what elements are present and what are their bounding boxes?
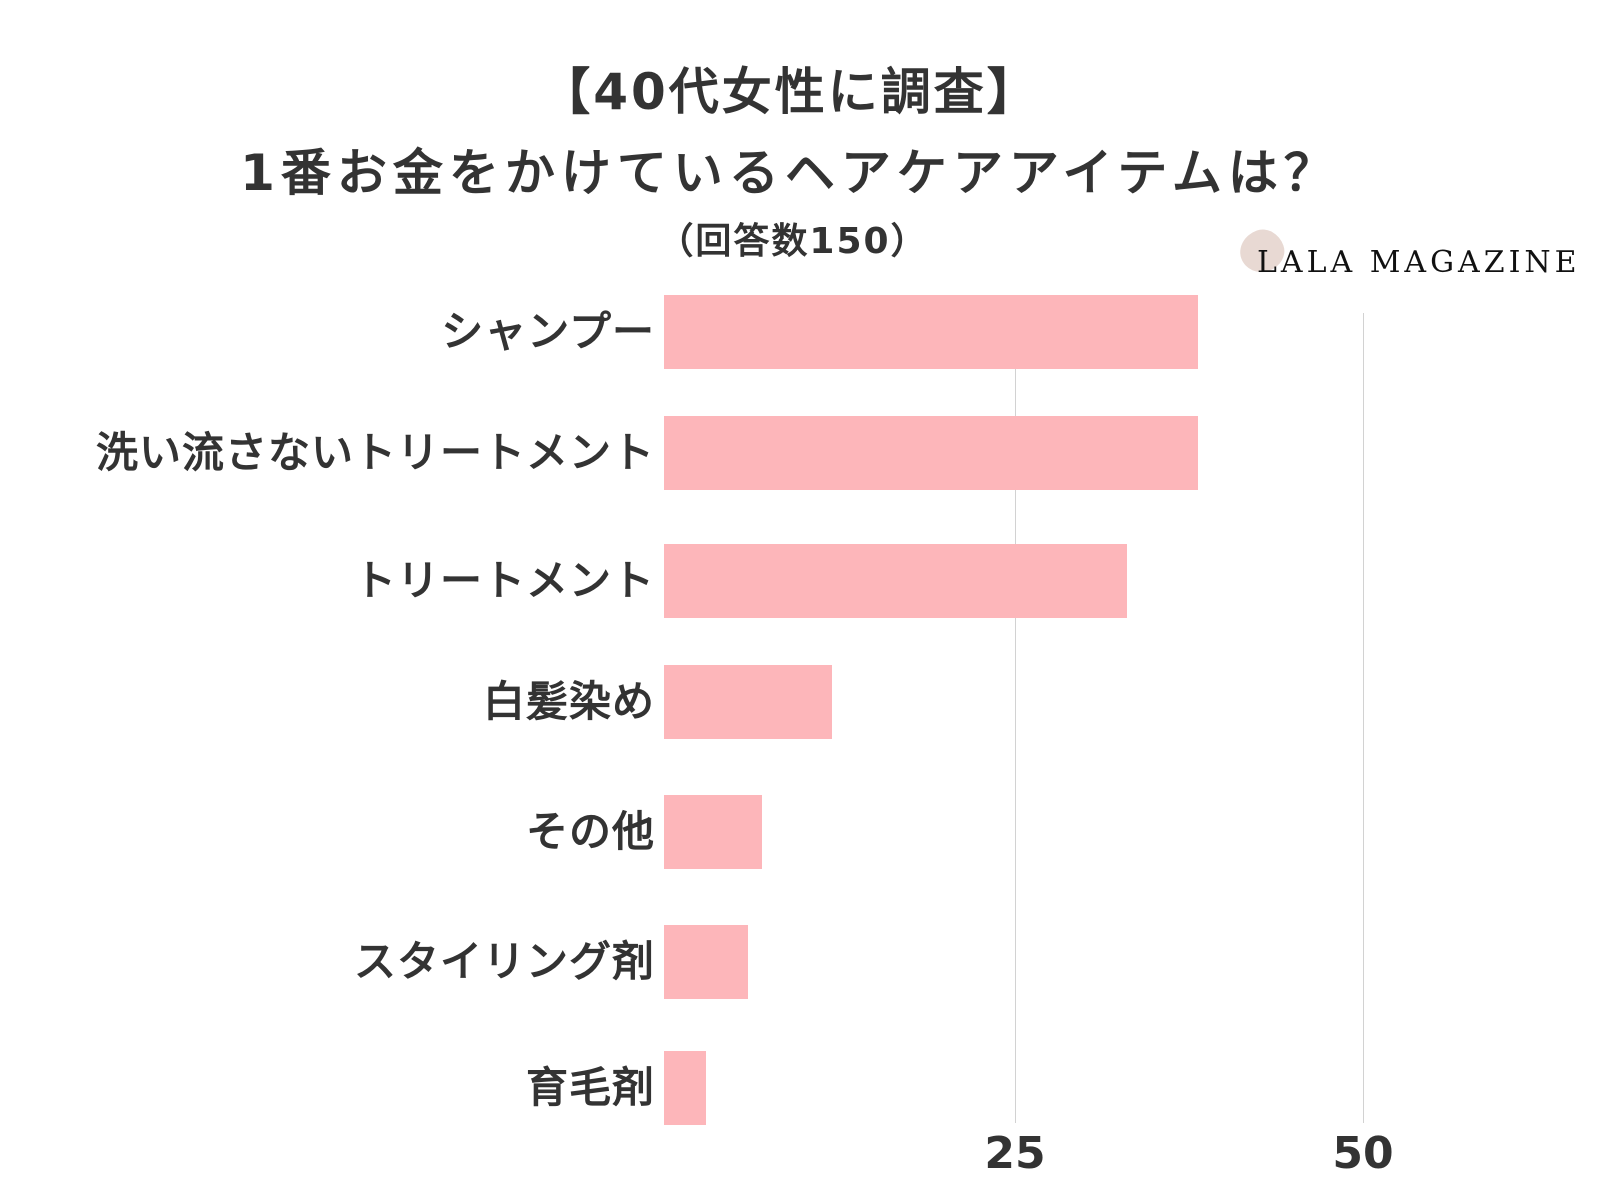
category-label: シャンプー xyxy=(441,307,655,356)
bar xyxy=(664,795,763,869)
chart-title-line1: 【40代女性に調査】 xyxy=(540,63,1040,121)
bar xyxy=(664,1051,707,1125)
x-tick-label: 50 xyxy=(1332,1128,1394,1179)
logo-text: LALA MAGAZINE xyxy=(1257,245,1581,280)
bar xyxy=(664,544,1128,618)
bar xyxy=(664,295,1198,369)
bar-row: 白髪染め xyxy=(0,665,1600,739)
category-label: その他 xyxy=(525,807,655,856)
category-label: 白髪染め xyxy=(482,677,655,726)
category-label: トリートメント xyxy=(353,556,655,605)
category-label: 洗い流さないトリートメント xyxy=(95,428,655,477)
x-tick-label: 25 xyxy=(984,1128,1046,1179)
bar-row: シャンプー xyxy=(0,295,1600,369)
bar xyxy=(664,416,1198,490)
bar xyxy=(664,665,833,739)
bar-row: トリートメント xyxy=(0,544,1600,618)
gridline-50 xyxy=(1363,313,1364,1123)
gridline-25 xyxy=(1015,313,1016,1123)
bar-row: 洗い流さないトリートメント xyxy=(0,416,1600,490)
category-label: スタイリング剤 xyxy=(353,937,655,986)
category-label: 育毛剤 xyxy=(525,1063,655,1112)
bar xyxy=(664,925,749,999)
bar-row: その他 xyxy=(0,795,1600,869)
chart-subtitle: （回答数150） xyxy=(657,221,929,262)
brand-logo: LALA MAGAZINE xyxy=(1234,223,1581,284)
bar-row: 育毛剤 xyxy=(0,1051,1600,1125)
chart-title-line2: 1番お金をかけているヘアケアアイテムは？ xyxy=(240,144,1340,202)
bar-row: スタイリング剤 xyxy=(0,925,1600,999)
